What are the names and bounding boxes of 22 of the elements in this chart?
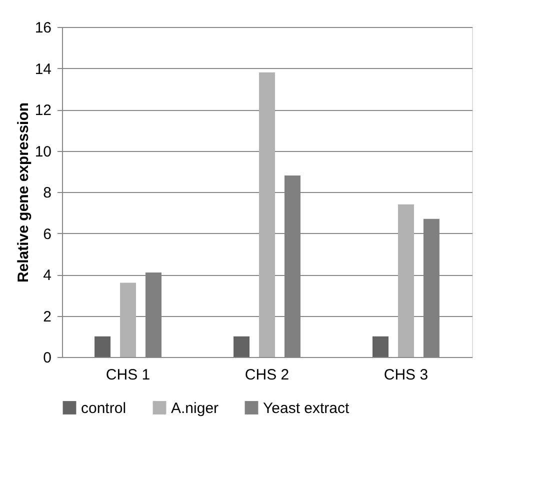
x-tick-label: CHS 1 — [106, 366, 150, 384]
y-tick-label: 4 — [43, 267, 52, 284]
y-tick-label: 10 — [34, 143, 52, 160]
bar — [120, 282, 136, 357]
bar — [259, 72, 275, 357]
x-tick-label: CHS 2 — [244, 366, 290, 384]
y-tick-label: 6 — [43, 226, 52, 243]
y-tick-label: 8 — [43, 184, 52, 202]
bar — [234, 336, 250, 357]
y-tick-label: 12 — [34, 102, 52, 119]
y-tick-label: 14 — [34, 60, 52, 78]
y-tick-label: 2 — [43, 308, 52, 326]
legend-label: Yeast extract — [263, 400, 350, 417]
legend-label: A.niger — [171, 400, 219, 417]
bar — [398, 204, 414, 357]
bar — [372, 336, 389, 357]
bar — [94, 336, 111, 357]
x-tick-label: CHS 3 — [384, 366, 428, 384]
legend-label: control — [81, 400, 126, 417]
y-tick-label: 0 — [43, 350, 52, 366]
y-axis-title: Relative gene expression — [14, 102, 32, 283]
y-tick-label: 16 — [34, 20, 52, 36]
